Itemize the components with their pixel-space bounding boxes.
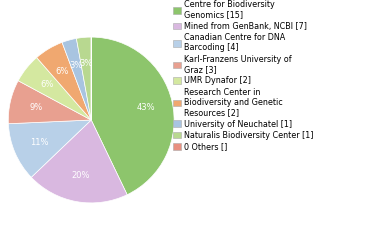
Text: 6%: 6% (55, 67, 69, 76)
Text: 11%: 11% (30, 138, 49, 147)
Text: 9%: 9% (30, 103, 43, 112)
Wedge shape (31, 120, 127, 203)
Text: 3%: 3% (70, 61, 83, 70)
Text: 20%: 20% (72, 171, 90, 180)
Text: 6%: 6% (40, 80, 54, 89)
Wedge shape (18, 58, 91, 120)
Wedge shape (36, 42, 91, 120)
Wedge shape (8, 81, 91, 124)
Wedge shape (62, 38, 91, 120)
Text: 3%: 3% (79, 59, 93, 68)
Wedge shape (8, 120, 91, 177)
Wedge shape (91, 37, 174, 195)
Legend: Centre for Biodiversity
Genomics [15], Mined from GenBank, NCBI [7], Canadian Ce: Centre for Biodiversity Genomics [15], M… (173, 0, 314, 152)
Text: 43%: 43% (137, 103, 155, 112)
Wedge shape (76, 37, 91, 120)
